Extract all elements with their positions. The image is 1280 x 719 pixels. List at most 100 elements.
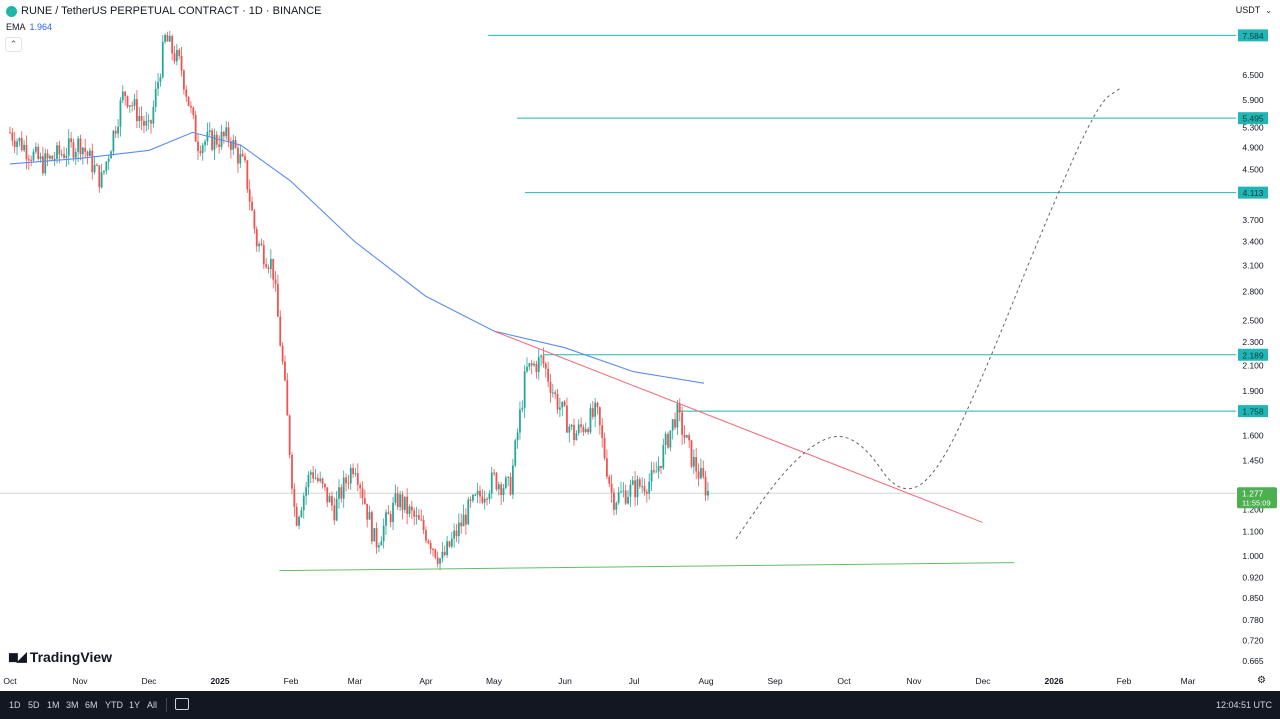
candle — [559, 397, 561, 418]
candle — [650, 461, 653, 491]
range-ytd-button[interactable]: YTD — [105, 700, 123, 710]
candle — [568, 423, 571, 443]
currency-selector[interactable]: USDT ⌄ — [1236, 5, 1272, 15]
candle-body — [199, 151, 202, 154]
candle — [410, 500, 413, 520]
candle-body — [610, 483, 613, 493]
candle-body — [324, 483, 326, 488]
candle — [267, 264, 270, 274]
candle — [460, 513, 463, 534]
range-1d-button[interactable]: 1D — [9, 700, 21, 710]
candle-body — [664, 433, 667, 446]
candle — [549, 373, 552, 403]
bottom-toolbar: 1D 5D 1M 3M 6M YTD 1Y All 12:04:51 UTC — [0, 691, 1280, 719]
level-price-label: 4.113 — [1243, 188, 1264, 198]
candle — [218, 135, 221, 154]
candle — [331, 491, 333, 512]
range-6m-button[interactable]: 6M — [85, 700, 98, 710]
utc-clock[interactable]: 12:04:51 UTC — [1215, 700, 1272, 710]
candle — [154, 80, 157, 113]
level-price-label: 5.495 — [1242, 114, 1264, 124]
candle — [373, 528, 376, 542]
candle — [500, 481, 503, 505]
candle — [255, 226, 258, 252]
current-price-label: 1.277 — [1242, 488, 1264, 498]
candle — [655, 461, 658, 473]
candle-body — [269, 258, 272, 270]
candle-body — [72, 142, 75, 158]
candle-body — [467, 499, 470, 525]
candle-body — [147, 120, 150, 122]
ema-legend[interactable]: EMA 1.964 — [6, 22, 52, 32]
time-tick-label: Oct — [837, 676, 851, 686]
candle — [359, 482, 362, 499]
range-1y-button[interactable]: 1Y — [129, 700, 141, 710]
candle-body — [697, 471, 700, 479]
range-1m-button[interactable]: 1M — [47, 700, 60, 710]
candle — [93, 156, 96, 175]
candle — [432, 547, 434, 557]
candle-body — [222, 131, 225, 137]
collapse-legend-button[interactable]: ⌃ — [5, 37, 22, 52]
candle — [269, 249, 272, 279]
candle — [476, 482, 479, 504]
price-tick-label: 0.780 — [1242, 615, 1264, 625]
ema-line — [9, 131, 705, 384]
candle — [450, 531, 453, 549]
candle — [295, 503, 298, 527]
candle-body — [547, 368, 550, 382]
support-trendline — [279, 562, 1015, 572]
candle-body — [246, 160, 249, 190]
range-3m-button[interactable]: 3M — [66, 700, 79, 710]
candle-body — [587, 429, 589, 433]
candle-body — [488, 493, 491, 500]
candle-body — [535, 363, 538, 373]
symbol-title[interactable]: RUNE / TetherUS PERPETUAL CONTRACT · 1D … — [21, 5, 322, 17]
candle — [389, 510, 392, 528]
axis-settings-icon[interactable]: ⚙ — [1257, 675, 1266, 686]
candle — [692, 449, 695, 474]
candle — [528, 362, 531, 371]
candle — [230, 137, 232, 159]
candle-body — [380, 541, 383, 546]
range-all-button[interactable]: All — [147, 700, 158, 710]
candle — [345, 473, 347, 492]
candle-body — [272, 258, 275, 280]
candle — [46, 149, 49, 167]
candle-body — [392, 502, 394, 523]
candle — [537, 349, 540, 380]
candle-body — [27, 159, 30, 161]
candle-body — [681, 412, 683, 435]
candle-body — [441, 551, 444, 559]
price-tick-label: 0.720 — [1242, 636, 1264, 646]
candle-body — [124, 91, 127, 97]
range-5d-button[interactable]: 5D — [28, 700, 40, 710]
candle — [695, 448, 698, 480]
candle-body — [399, 494, 401, 508]
candle-body — [704, 476, 707, 496]
candle-body — [422, 519, 425, 531]
candle — [347, 475, 350, 490]
candle — [563, 399, 566, 407]
candle — [77, 135, 80, 162]
candle — [514, 438, 517, 468]
tradingview-logo[interactable]: ◼◢ TradingView — [8, 649, 112, 665]
candle-body — [685, 435, 688, 438]
candle — [591, 400, 594, 420]
candle-body — [674, 419, 676, 428]
candle-body — [608, 476, 611, 484]
candle-body — [204, 141, 206, 146]
candle-body — [403, 496, 406, 510]
candle-body — [512, 465, 514, 495]
calendar-icon[interactable] — [175, 698, 189, 710]
candle — [425, 526, 427, 544]
candle-body — [662, 445, 665, 469]
candle-body — [688, 435, 691, 441]
candle-body — [150, 120, 152, 124]
candle-body — [262, 245, 265, 265]
candle-body — [103, 170, 105, 173]
candle-body — [352, 467, 354, 475]
candle-body — [253, 210, 256, 229]
candle-body — [175, 50, 178, 62]
